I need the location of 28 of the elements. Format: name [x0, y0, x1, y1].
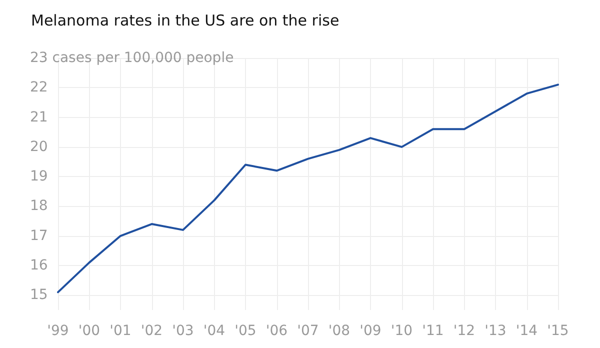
y-tick-label: 17: [30, 228, 48, 244]
x-tick-label: '11: [422, 323, 444, 339]
y-tick-label: 15: [30, 287, 48, 304]
chart-title: Melanoma rates in the US are on the rise: [31, 12, 340, 30]
y-tick-label: 21: [30, 109, 48, 126]
y-tick-label: 18: [30, 198, 48, 214]
x-tick-label: '13: [484, 323, 506, 339]
x-tick-label: '09: [360, 323, 382, 339]
x-tick-label: '15: [547, 323, 569, 339]
y-tick-label: 22: [30, 80, 48, 96]
x-tick-label: '10: [390, 323, 413, 339]
x-tick-label: '07: [297, 323, 319, 339]
x-tick-label: '00: [78, 323, 100, 339]
y-tick-label: 16: [30, 258, 48, 274]
y-tick-label: 20: [30, 138, 48, 155]
x-tick-label: '99: [47, 323, 69, 339]
x-tick-label: '02: [140, 323, 163, 339]
x-tick-label: '12: [453, 323, 476, 339]
y-tick-label: 19: [30, 168, 48, 185]
x-tick-label: '01: [110, 323, 132, 339]
x-tick-label: '03: [172, 323, 194, 339]
x-tick-label: '14: [516, 323, 538, 339]
x-tick-label: '05: [234, 323, 256, 339]
x-tick-label: '04: [203, 323, 226, 339]
x-tick-label: '06: [266, 323, 288, 339]
y-tick-label: 23 cases per 100,000 people: [30, 50, 234, 66]
line-series: [57, 84, 559, 294]
x-tick-label: '08: [328, 323, 350, 339]
